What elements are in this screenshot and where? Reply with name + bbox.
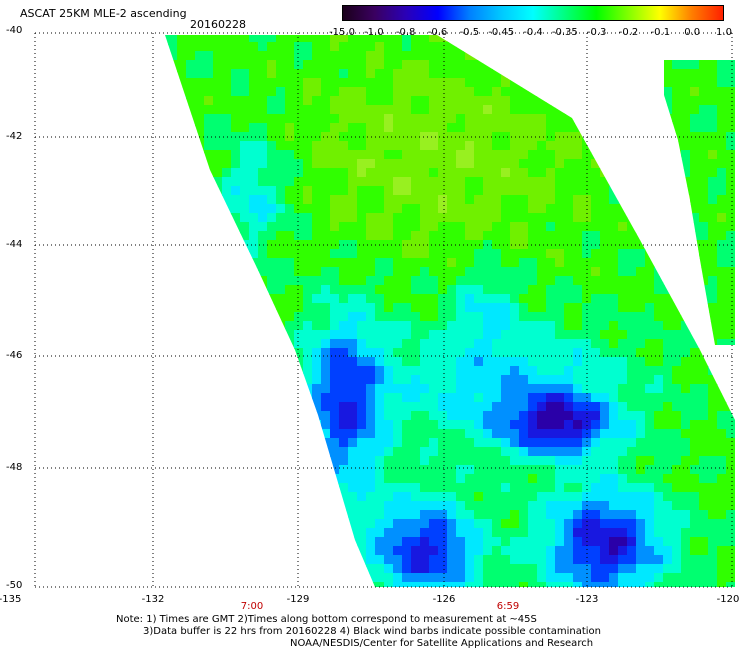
lat-label: -50 bbox=[6, 580, 23, 591]
lon-label: -135 bbox=[0, 594, 22, 605]
lat-label: -44 bbox=[6, 239, 23, 250]
product-date: 20160228 bbox=[190, 18, 246, 31]
color-scale-tick-label: -0.45 bbox=[488, 27, 515, 38]
time-label: 7:00 bbox=[240, 601, 264, 612]
time-label: 6:59 bbox=[496, 601, 520, 612]
color-scale-tick-label: -1.0 bbox=[364, 27, 384, 38]
lon-label: -132 bbox=[141, 594, 165, 605]
color-scale-bar bbox=[342, 5, 724, 21]
lat-label: -42 bbox=[6, 131, 23, 142]
color-scale-tick-label: -0.3 bbox=[586, 27, 607, 38]
color-scale-tick-label: -0.2 bbox=[618, 27, 639, 38]
color-scale-tick-label: -15.0 bbox=[329, 27, 355, 38]
color-scale-tick-label: -0.6 bbox=[427, 27, 448, 38]
lat-label: -46 bbox=[6, 350, 23, 361]
lat-label: -40 bbox=[6, 25, 23, 36]
product-title: ASCAT 25KM MLE-2 ascending bbox=[20, 7, 187, 20]
note-line-2: 3)Data buffer is 22 hrs from 20160228 4)… bbox=[143, 626, 601, 637]
color-scale-tick-label: -0.1 bbox=[650, 27, 671, 38]
lon-label: -123 bbox=[575, 594, 599, 605]
color-scale-tick-label: -0.5 bbox=[459, 27, 480, 38]
lon-label: -129 bbox=[286, 594, 310, 605]
color-scale-tick-label: -0.4 bbox=[523, 27, 543, 38]
note-line-1: Note: 1) Times are GMT 2)Times along bot… bbox=[116, 614, 537, 625]
color-scale-tick-label: -0.8 bbox=[395, 27, 416, 38]
lon-label: -126 bbox=[432, 594, 456, 605]
lon-label: -120 bbox=[716, 594, 740, 605]
note-line-3: NOAA/NESDIS/Center for Satellite Applica… bbox=[290, 638, 594, 649]
color-scale-tick-label: -0.35 bbox=[551, 27, 578, 38]
color-scale-tick-label: 0.0 bbox=[684, 27, 701, 38]
lat-label: -48 bbox=[6, 462, 23, 473]
